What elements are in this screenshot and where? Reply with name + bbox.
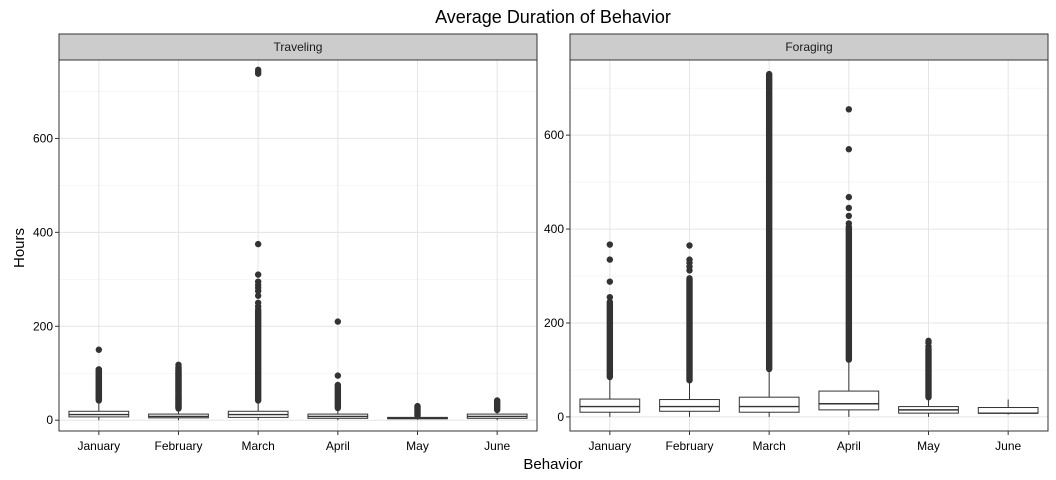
facet-strip [58,33,538,61]
x-tick-label: February [154,439,202,453]
y-axis-title: Hours [11,228,28,268]
outlier-point [686,256,693,263]
x-tick-label: May [406,439,429,453]
outlier-point [95,366,103,373]
outlier-point [254,299,262,306]
outlier-cluster [606,298,614,381]
outlier-point [845,204,853,212]
facet-panels: Traveling 0 200 400 600 January February March A… [33,33,1049,453]
outlier-point [95,346,103,353]
x-tick-label: January [77,439,120,453]
facet-strip [569,33,1049,61]
outlier-point [254,240,262,248]
box-january [68,346,130,421]
outlier-point [334,372,342,379]
x-tick-label: March [241,439,274,453]
box-iqr [738,396,800,413]
outlier-point [845,106,853,113]
outlier-point [254,66,262,74]
plot-background [570,60,1048,431]
outlier-point [845,212,853,220]
box-february [659,242,720,417]
box-february [148,361,209,421]
outlier-cluster [925,345,932,401]
outlier-cluster [845,223,853,363]
y-tick-label: 400 [33,225,53,239]
box-may [898,337,959,417]
x-tick-label: June [484,439,510,453]
outlier-point [606,241,614,248]
x-tick-label: April [326,439,350,453]
outlier-cluster [414,402,421,420]
x-tick-label: June [995,439,1021,453]
y-tick-label: 400 [544,222,564,236]
box-iqr [977,407,1039,414]
panel-border [58,59,538,432]
y-tick-label: 200 [544,316,564,330]
outlier-point [254,271,262,278]
outlier-point [606,256,614,263]
box-april [307,318,369,421]
box-may [387,402,448,420]
outlier-point [254,292,262,299]
x-tick-label: May [917,439,940,453]
outlier-point [254,278,262,285]
x-tick-label: April [837,439,861,453]
facet-strip-label: Traveling [274,40,323,54]
outlier-point [686,242,693,249]
facet-strip-label: Foraging [785,40,832,54]
chart-title: Average Duration of Behavior [435,7,671,27]
outlier-point [845,146,853,153]
y-tick-label: 0 [46,413,53,427]
x-axis-title: Behavior [523,456,582,473]
box-iqr [659,399,720,412]
outlier-point [925,337,932,345]
box-march [738,70,800,417]
box-january [579,241,641,417]
outlier-cluster [686,275,693,384]
outlier-cluster [254,308,262,404]
outlier-point [606,278,614,285]
outlier-point [334,318,342,325]
outlier-cluster [765,70,773,373]
outlier-point [606,293,614,301]
x-tick-label: January [588,439,631,453]
y-tick-label: 600 [544,128,564,142]
y-tick-label: 0 [557,410,564,424]
box-iqr [818,390,880,411]
box-june [466,397,528,421]
panel-traveling: Traveling 0 200 400 600 January February March A… [33,33,538,453]
outlier-cluster [334,381,342,412]
box-april [818,106,880,417]
y-tick-label: 200 [33,319,53,333]
box-iqr [579,398,641,413]
panel-border [569,59,1049,432]
outlier-point [175,361,182,368]
outlier-cluster [493,397,501,414]
outlier-point [845,220,853,227]
box-june [977,399,1039,415]
panel-foraging: Foraging 0 200 400 600 January February March Ap… [544,33,1049,453]
box-march [227,66,289,421]
x-tick-label: February [665,439,713,453]
outlier-point [845,193,853,201]
y-tick-label: 600 [33,131,53,145]
plot-background [59,60,537,431]
x-tick-label: March [752,439,785,453]
